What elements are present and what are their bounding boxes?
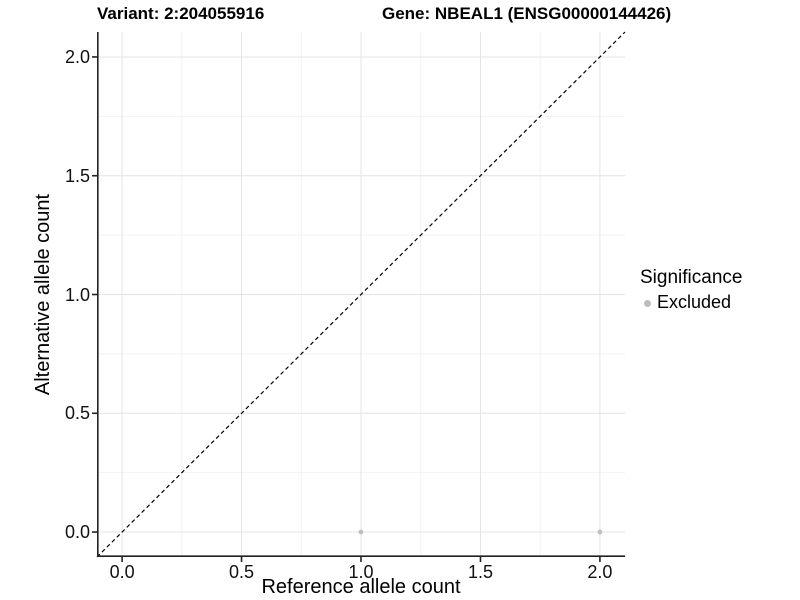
y-tick-label: 0.0	[64, 522, 90, 543]
data-point	[358, 529, 364, 535]
x-tick-label: 1.5	[467, 562, 493, 582]
y-tick-label: 2.0	[64, 46, 90, 67]
data-point	[597, 529, 603, 535]
legend-item-label: Excluded	[657, 292, 732, 312]
y-axis-tick-labels: 0.0 0.5 1.0 1.5 2.0	[0, 32, 90, 557]
y-tick-label: 1.5	[64, 165, 90, 186]
x-axis-tick-labels: 0.0 0.5 1.0 1.5 2.0	[97, 562, 625, 584]
plot-title-gene: Gene: NBEAL1 (ENSG00000144426)	[382, 4, 672, 23]
excluded-point-icon	[644, 300, 651, 307]
x-tick-label: 2.0	[587, 562, 613, 582]
x-axis-title: Reference allele count	[261, 576, 461, 598]
x-tick-label: 0.0	[109, 562, 135, 582]
y-tick-label: 0.5	[64, 403, 90, 424]
y-tick-label: 1.0	[64, 284, 90, 305]
plot-canvas	[92, 31, 626, 562]
plot-panel	[92, 31, 626, 562]
legend: Significance Excluded	[640, 267, 742, 313]
identity-line	[96, 31, 626, 558]
x-tick-label: 0.5	[229, 562, 255, 582]
x-tick-label: 1.0	[348, 562, 374, 582]
legend-item-excluded: Excluded	[640, 292, 742, 313]
plot-title-variant: Variant: 2:204055916	[97, 4, 265, 23]
legend-title: Significance	[640, 267, 743, 288]
